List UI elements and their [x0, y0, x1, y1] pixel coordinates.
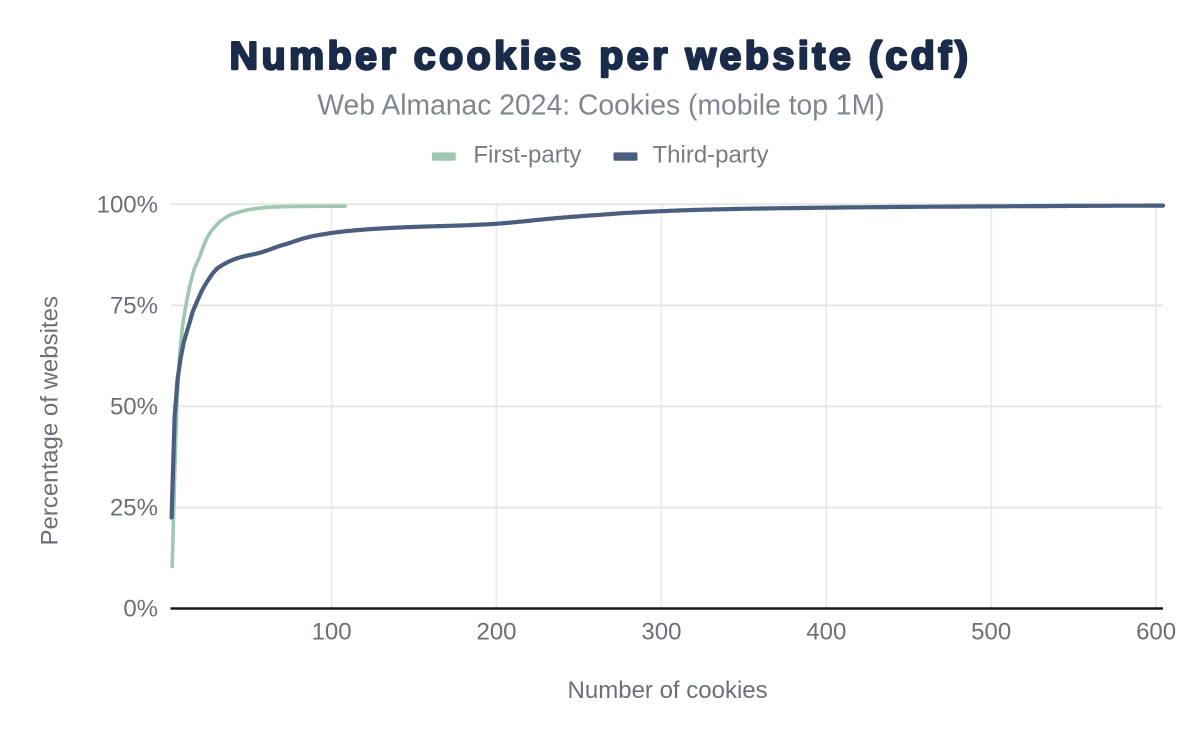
svg-text:Percentage of websites: Percentage of websites: [37, 296, 64, 545]
svg-text:0%: 0%: [123, 596, 158, 623]
svg-text:100%: 100%: [97, 191, 158, 218]
svg-text:Number of cookies: Number of cookies: [568, 677, 768, 704]
svg-text:50%: 50%: [110, 393, 158, 420]
svg-text:300: 300: [641, 618, 681, 645]
svg-text:400: 400: [806, 618, 846, 645]
svg-text:Third-party: Third-party: [653, 141, 769, 168]
svg-text:Number cookies per website (cd: Number cookies per website (cdf): [230, 34, 972, 78]
svg-text:100: 100: [312, 618, 352, 645]
svg-text:500: 500: [971, 618, 1011, 645]
svg-text:600: 600: [1136, 618, 1176, 645]
svg-text:First-party: First-party: [473, 141, 581, 168]
svg-text:200: 200: [476, 618, 516, 645]
svg-text:75%: 75%: [110, 292, 158, 319]
svg-text:Web Almanac 2024: Cookies (mob: Web Almanac 2024: Cookies (mobile top 1M…: [317, 89, 884, 121]
svg-text:25%: 25%: [110, 495, 158, 522]
